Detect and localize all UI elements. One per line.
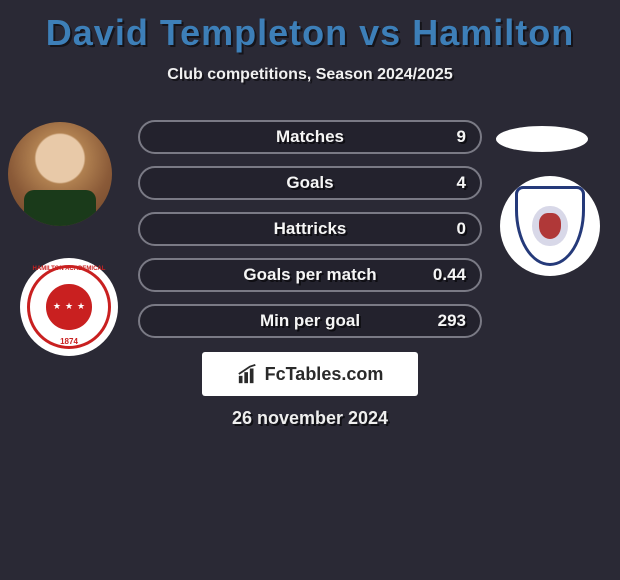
stat-label: Matches <box>140 127 480 147</box>
stats-panel: Matches 9 Goals 4 Hattricks 0 Goals per … <box>138 120 482 350</box>
stat-row-goals-per-match: Goals per match 0.44 <box>138 258 482 292</box>
stat-label: Goals <box>140 173 480 193</box>
lion-icon <box>532 206 567 247</box>
crest-year: 1874 <box>30 337 108 346</box>
player-club-crest: HAMILTON ACADEMICAL ★ ★ ★ 1874 <box>20 258 118 356</box>
stat-value: 0 <box>457 219 466 239</box>
star-icon: ★ <box>77 301 85 312</box>
date-label: 26 november 2024 <box>0 408 620 429</box>
page-title: David Templeton vs Hamilton <box>0 0 620 54</box>
stat-value: 0.44 <box>433 265 466 285</box>
branding-text: FcTables.com <box>265 364 384 385</box>
star-icon: ★ <box>53 301 61 312</box>
stat-label: Hattricks <box>140 219 480 239</box>
stat-value: 9 <box>457 127 466 147</box>
star-icon: ★ <box>65 301 73 312</box>
page-subtitle: Club competitions, Season 2024/2025 <box>0 66 620 84</box>
opponent-oval <box>496 126 588 152</box>
stat-row-matches: Matches 9 <box>138 120 482 154</box>
stat-value: 4 <box>457 173 466 193</box>
bar-chart-icon <box>237 363 259 385</box>
opponent-club-crest <box>500 176 600 276</box>
stat-row-min-per-goal: Min per goal 293 <box>138 304 482 338</box>
stat-row-goals: Goals 4 <box>138 166 482 200</box>
crest-text-top: HAMILTON ACADEMICAL <box>30 266 108 272</box>
stat-value: 293 <box>438 311 466 331</box>
stat-label: Min per goal <box>140 311 480 331</box>
stat-label: Goals per match <box>140 265 480 285</box>
branding-badge: FcTables.com <box>202 352 418 396</box>
stat-row-hattricks: Hattricks 0 <box>138 212 482 246</box>
player-photo <box>8 122 112 226</box>
